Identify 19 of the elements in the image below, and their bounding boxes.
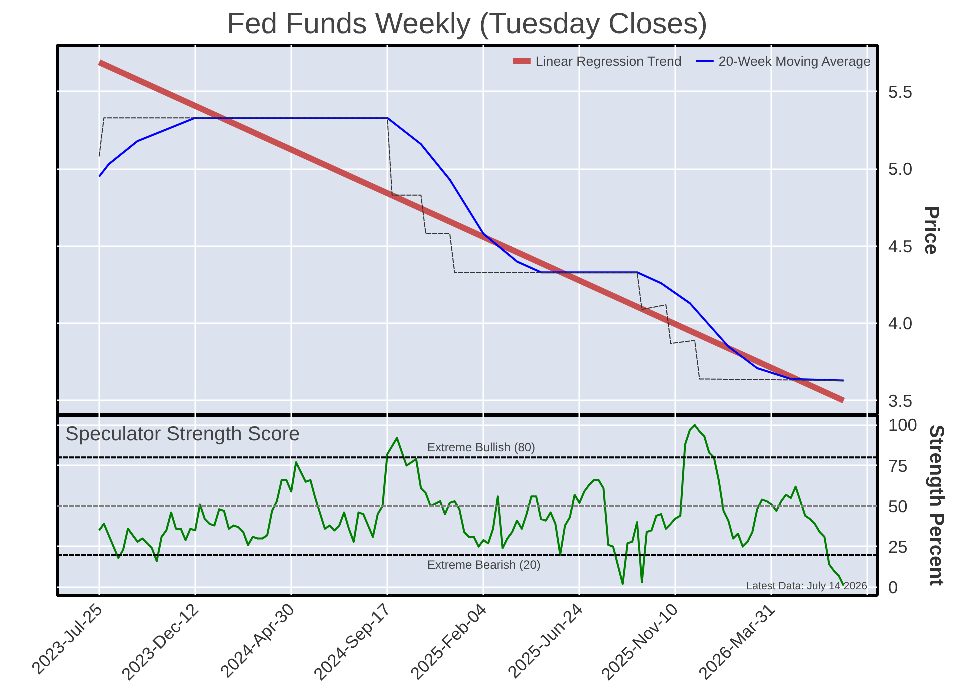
y-tick-label: 0 (888, 577, 898, 598)
y-axis-title: Strength Percent (925, 424, 948, 586)
y-axis-title: Price (920, 206, 943, 255)
y-tick-label: 5.5 (888, 82, 913, 102)
y-tick-label: 4.0 (888, 314, 913, 334)
ref-line-label: Extreme Bearish (20) (428, 558, 541, 572)
y-tick-label: 50 (888, 496, 908, 516)
legend-label: Linear Regression Trend (536, 54, 682, 68)
chart-title: Speculator Strength Score (66, 424, 300, 446)
y-tick-label: 100 (888, 415, 918, 436)
ref-line-label: Extreme Bullish (80) (428, 440, 536, 455)
y-tick-label: 75 (888, 456, 908, 476)
legend-label: 20-Week Moving Average (718, 54, 871, 68)
chart-title: Fed Funds Weekly (Tuesday Closes) (227, 8, 708, 40)
y-tick-label: 4.5 (888, 236, 913, 256)
y-tick-label: 25 (888, 536, 908, 557)
annotation: Latest Data: July 14 2026 (746, 580, 868, 592)
y-tick-label: 5.0 (888, 159, 913, 180)
y-tick-label: 3.5 (888, 390, 913, 411)
